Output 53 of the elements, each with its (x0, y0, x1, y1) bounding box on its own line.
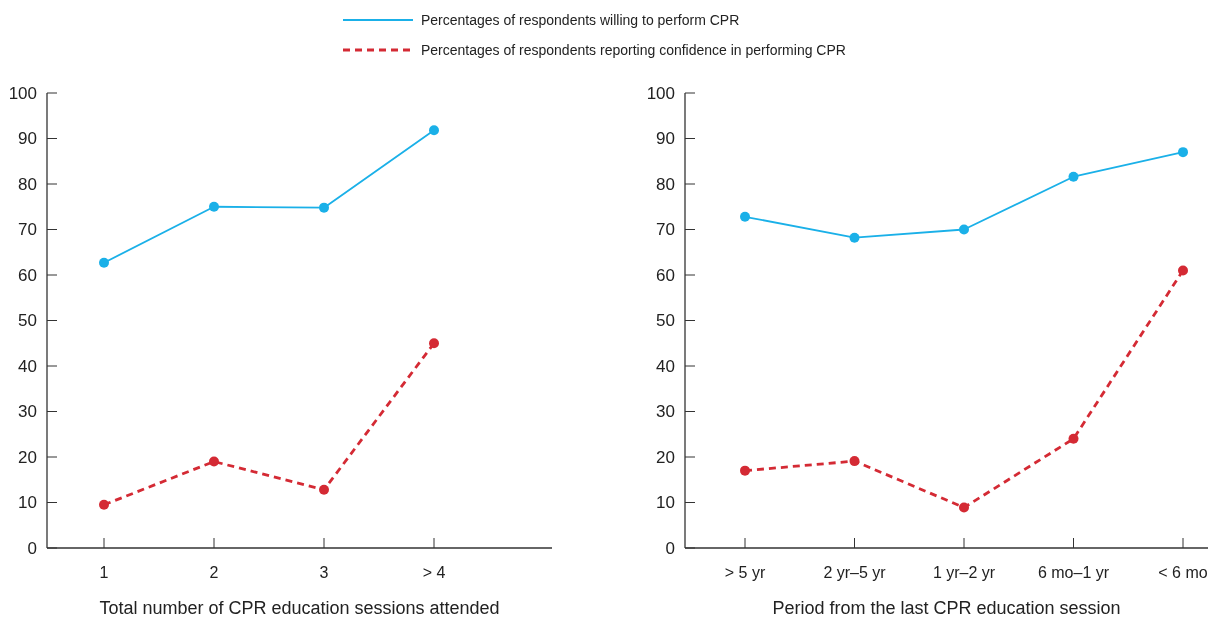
x-tick-label: 6 mo–1 yr (1037, 564, 1110, 581)
y-tick-label: 40 (18, 356, 37, 376)
y-tick-label: 40 (656, 356, 675, 376)
x-tick-label: < 6 mo (1158, 564, 1208, 581)
y-tick-label: 20 (18, 447, 37, 467)
x-axis-title: Total number of CPR education sessions attended (99, 598, 500, 618)
point (959, 502, 969, 513)
point (959, 224, 969, 235)
point (99, 499, 109, 510)
x-tick-label: 2 yr–5 yr (823, 564, 887, 581)
y-tick-label: 30 (656, 402, 675, 422)
y-tick-label: 10 (18, 493, 37, 513)
y-tick-label: 80 (18, 174, 37, 194)
point (1178, 265, 1188, 276)
y-tick-label: 90 (656, 129, 675, 149)
x-tick-label: 2 (209, 564, 219, 581)
y-tick-label: 90 (18, 129, 37, 149)
y-tick-label: 100 (646, 83, 675, 103)
y-tick-label: 20 (656, 447, 675, 467)
y-tick-label: 70 (18, 220, 37, 240)
point (1068, 433, 1079, 444)
x-tick-label: 1 (99, 564, 109, 581)
y-tick-label: 10 (656, 493, 675, 513)
point (740, 211, 750, 222)
point (849, 456, 860, 467)
point (740, 465, 750, 476)
x-tick-label: > 4 (422, 564, 446, 581)
point (209, 201, 219, 212)
y-tick-label: 60 (18, 265, 37, 285)
x-tick-label: 1 yr–2 yr (932, 564, 996, 581)
legend-label: Percentages of respondents reporting confidence in performing CPR (421, 41, 846, 58)
y-tick-label: 60 (656, 265, 675, 285)
y-tick-label: 80 (656, 174, 675, 194)
point (849, 232, 860, 243)
point (429, 338, 439, 349)
point (209, 456, 219, 467)
y-tick-label: 50 (656, 311, 675, 331)
y-tick-label: 30 (18, 402, 37, 422)
y-tick-label: 100 (8, 83, 37, 103)
y-tick-label: 0 (27, 538, 37, 558)
y-tick-label: 50 (18, 311, 37, 331)
y-tick-label: 70 (656, 220, 675, 240)
y-tick-label: 0 (665, 538, 675, 558)
point (319, 202, 329, 213)
point (1068, 171, 1079, 182)
point (99, 257, 109, 268)
point (319, 484, 329, 495)
x-tick-label: > 5 yr (724, 564, 766, 581)
x-axis-title: Period from the last CPR education session (772, 598, 1121, 618)
legend-label: Percentages of respondents willing to perform CPR (421, 11, 740, 28)
point (429, 125, 439, 136)
x-tick-label: 3 (319, 564, 329, 581)
point (1178, 147, 1188, 158)
